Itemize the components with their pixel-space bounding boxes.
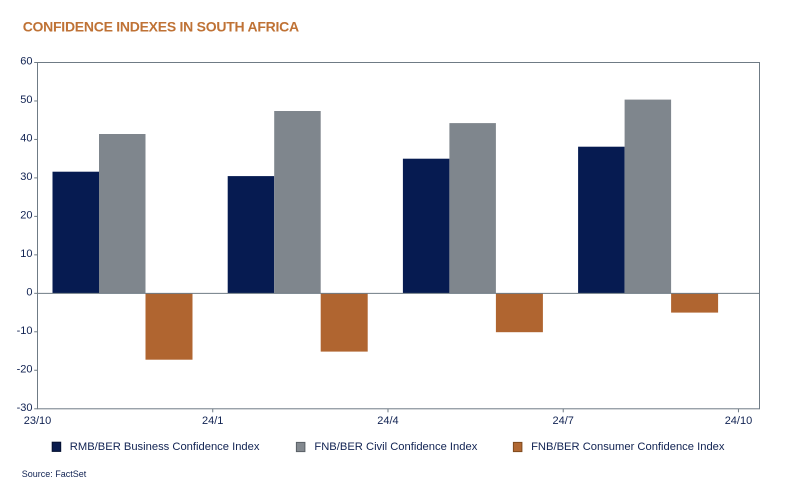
- svg-text:24/1: 24/1: [202, 415, 223, 427]
- svg-text:40: 40: [20, 132, 32, 144]
- svg-text:24/7: 24/7: [553, 415, 574, 427]
- svg-text:FNB/BER Civil Confidence Index: FNB/BER Civil Confidence Index: [314, 441, 477, 453]
- svg-text:24/10: 24/10: [725, 415, 753, 427]
- svg-text:-10: -10: [17, 325, 33, 337]
- svg-text:-20: -20: [17, 363, 33, 375]
- svg-text:60: 60: [20, 55, 32, 67]
- svg-text:-30: -30: [17, 402, 33, 414]
- svg-text:CONFIDENCE INDEXES IN SOUTH AF: CONFIDENCE INDEXES IN SOUTH AFRICA: [23, 19, 299, 35]
- svg-text:FNB/BER Consumer Confidence In: FNB/BER Consumer Confidence Index: [531, 441, 725, 453]
- svg-text:30: 30: [20, 171, 32, 183]
- svg-text:Source: FactSet: Source: FactSet: [22, 469, 87, 478]
- svg-text:50: 50: [20, 94, 32, 106]
- svg-text:10: 10: [20, 248, 32, 260]
- svg-text:0: 0: [26, 286, 32, 298]
- svg-text:24/4: 24/4: [377, 415, 398, 427]
- svg-text:23/10: 23/10: [24, 415, 52, 427]
- svg-text:RMB/BER Business Confidence In: RMB/BER Business Confidence Index: [70, 441, 260, 453]
- svg-text:20: 20: [20, 209, 32, 221]
